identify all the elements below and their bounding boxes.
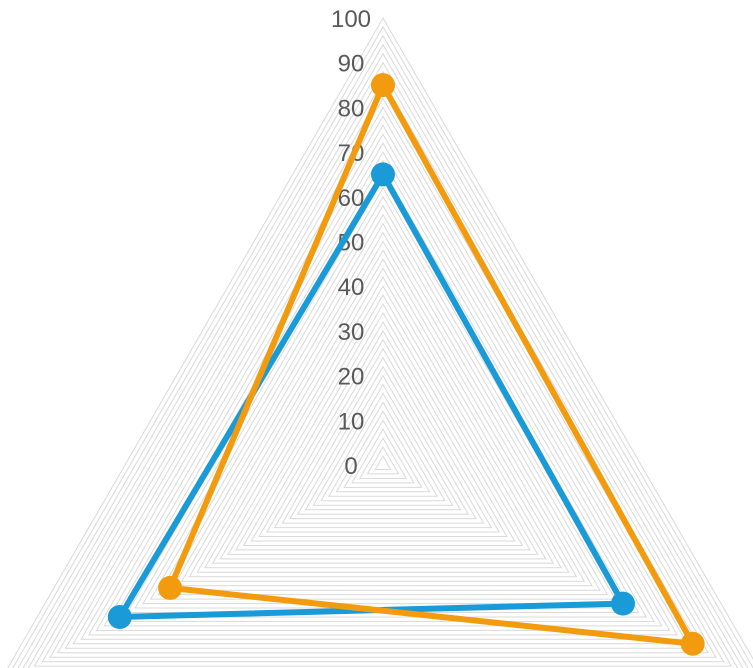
tick-label: 30 <box>338 319 365 346</box>
grid-ring <box>196 249 570 573</box>
data-point <box>158 575 183 600</box>
grid-ring <box>289 356 477 520</box>
tick-label: 0 <box>344 453 357 480</box>
grid-ring <box>273 338 493 529</box>
grid-ring <box>142 186 624 605</box>
grid-ring <box>296 365 470 515</box>
series-line <box>167 82 696 647</box>
radar-grid <box>7 16 753 668</box>
grid-ring <box>111 151 655 622</box>
grid-ring <box>204 258 562 569</box>
grid-ring <box>227 285 539 555</box>
data-series <box>107 73 705 656</box>
grid-ring <box>281 347 485 524</box>
grid-ring <box>72 106 694 645</box>
grid-ring <box>211 267 555 564</box>
grid-ring <box>118 159 648 618</box>
grid-ring <box>27 52 739 668</box>
grid-ring <box>80 115 686 640</box>
grid-ring <box>250 311 516 542</box>
grid-ring <box>366 446 400 475</box>
grid-ring <box>56 88 710 654</box>
tick-label: 80 <box>338 95 365 122</box>
data-point <box>680 631 705 656</box>
grid-ring <box>320 392 446 502</box>
grid-ring <box>304 374 462 511</box>
data-point <box>371 73 395 98</box>
grid-ring <box>49 79 717 658</box>
grid-ring <box>266 329 500 533</box>
grid-ring <box>335 410 431 493</box>
grid-ring <box>343 419 423 488</box>
grid-ring <box>33 61 733 667</box>
grid-ring <box>103 142 663 627</box>
tick-label: 90 <box>338 51 365 78</box>
tick-label: 100 <box>331 6 371 33</box>
grid-ring <box>258 321 508 537</box>
grid-ring <box>180 231 586 582</box>
grid-ring <box>7 16 753 668</box>
grid-ring <box>149 195 617 600</box>
grid-ring <box>12 25 753 668</box>
tick-label: 10 <box>338 408 365 435</box>
data-point <box>371 162 395 187</box>
tick-label: 40 <box>338 274 365 301</box>
grid-ring <box>41 70 725 663</box>
grid-ring <box>95 133 671 631</box>
grid-ring <box>219 276 547 560</box>
grid-ring <box>165 213 601 591</box>
grid-ring <box>351 428 415 484</box>
grid-ring <box>235 294 531 551</box>
grid-ring <box>87 124 679 636</box>
grid-ring <box>157 204 609 596</box>
grid-ring <box>327 401 439 497</box>
grid-ring <box>358 437 408 479</box>
grid-ring <box>188 240 578 578</box>
grid-ring <box>242 303 524 546</box>
grid-ring <box>173 222 593 587</box>
data-point <box>611 591 635 616</box>
grid-ring <box>22 43 744 668</box>
grid-ring <box>312 383 454 506</box>
tick-label: 20 <box>338 364 365 391</box>
grid-ring <box>374 455 392 470</box>
grid-ring <box>17 34 749 668</box>
series-2 <box>158 73 705 656</box>
data-point <box>107 605 132 629</box>
